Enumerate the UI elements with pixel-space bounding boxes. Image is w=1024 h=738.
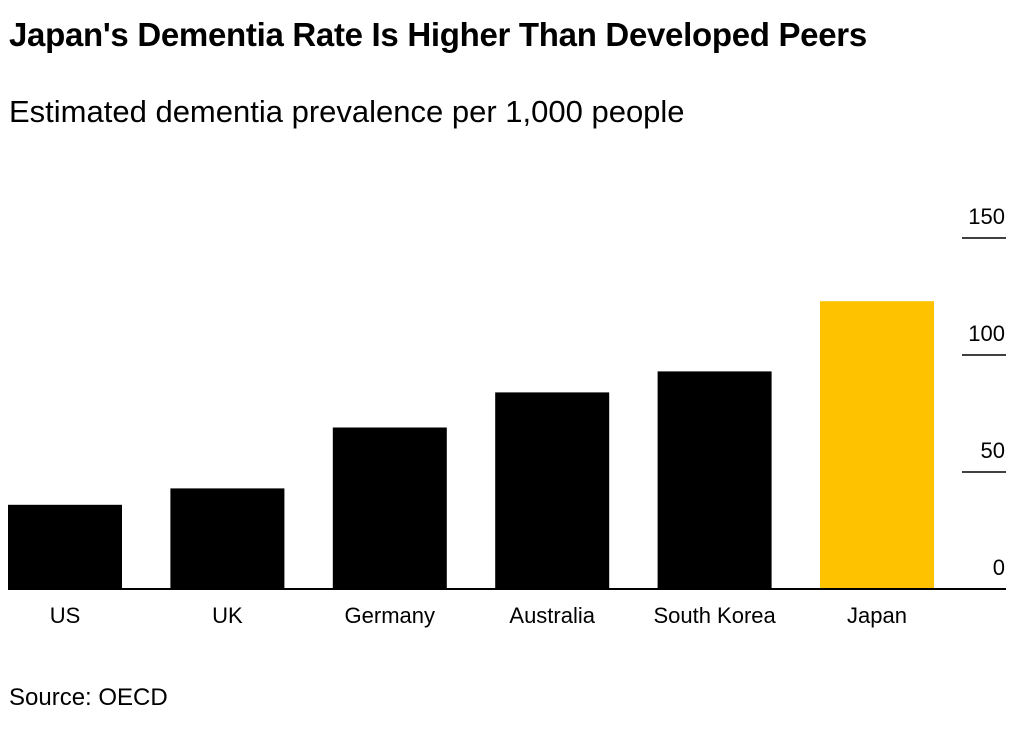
chart-subtitle: Estimated dementia prevalence per 1,000 … [9, 94, 685, 129]
x-tick-label-south-korea: South Korea [653, 603, 776, 628]
x-tick-label-australia: Australia [509, 603, 595, 628]
x-tick-label-uk: UK [212, 603, 243, 628]
y-tick-label-0: 0 [993, 555, 1005, 580]
bars [8, 301, 934, 589]
y-tick-label-150: 150 [968, 204, 1005, 229]
y-axis: 0 50 100 150 [962, 204, 1006, 580]
y-tick-label-50: 50 [981, 438, 1005, 463]
bar-south-korea [657, 371, 772, 589]
x-tick-label-germany: Germany [345, 603, 435, 628]
x-axis: US UK Germany Australia South Korea Japan [50, 603, 907, 628]
bar-us [8, 504, 122, 589]
x-tick-label-japan: Japan [847, 603, 907, 628]
source-note: Source: OECD [9, 684, 168, 711]
x-tick-label-us: US [50, 603, 81, 628]
bar-germany [332, 427, 447, 589]
bar-uk [170, 488, 285, 589]
chart-title: Japan's Dementia Rate Is Higher Than Dev… [9, 16, 867, 53]
y-tick-label-100: 100 [968, 321, 1005, 346]
bar-australia [495, 392, 610, 589]
bar-japan [820, 301, 934, 589]
